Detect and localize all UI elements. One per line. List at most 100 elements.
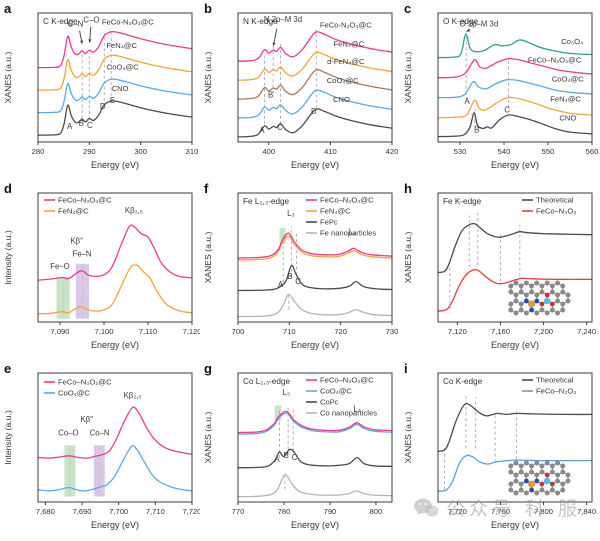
svg-text:710: 710 [283, 327, 296, 336]
svg-text:B: B [79, 119, 84, 128]
svg-text:C: C [504, 106, 510, 115]
svg-text:N K-edge: N K-edge [243, 17, 278, 26]
svg-text:Energy (eV): Energy (eV) [291, 160, 339, 170]
svg-text:FeCo–N₃O₃@C: FeCo–N₃O₃@C [58, 196, 112, 205]
svg-text:A: A [259, 126, 265, 135]
svg-text:FeCo–N₃O₃@C: FeCo–N₃O₃@C [528, 56, 582, 65]
svg-text:FePc: FePc [320, 218, 338, 227]
svg-text:290: 290 [83, 147, 96, 156]
chart-co-kbeta: Kβ″Co–O Co–N Kβ₂,₅ FeCo–N₃O₃@C CoO₄@C 7,680 7,… [3, 372, 200, 530]
svg-text:FeCo-N₃O₃@C: FeCo-N₃O₃@C [102, 17, 154, 26]
svg-text:D: D [100, 102, 106, 111]
svg-text:560: 560 [586, 147, 599, 156]
svg-text:N 2p–M 3d: N 2p–M 3d [264, 15, 302, 24]
svg-text:FeN₄@C: FeN₄@C [550, 95, 581, 104]
svg-text:B: B [268, 91, 273, 100]
svg-text:7,120: 7,120 [182, 327, 200, 336]
svg-text:CoO₄@C: CoO₄@C [107, 62, 139, 71]
svg-text:FeCo–N₃O₃@C: FeCo–N₃O₃@C [58, 378, 112, 387]
panel-c: c Co₃O₄ FeCo–N₃O₃@C CoO₄@C FeN₄@C CNO A B C O 2p… [400, 0, 600, 180]
svg-text:FeCo–N₃O₃: FeCo–N₃O₃ [536, 207, 576, 216]
svg-text:XANES (a.u.): XANES (a.u.) [3, 52, 13, 104]
panel-d: d Kβ″ Fe–O Fe–N Kβ₂,₅ FeCo–N₃O₃@C FeN₄@C 7,090… [0, 180, 200, 360]
svg-text:CNO: CNO [333, 95, 350, 104]
svg-text:Kβ₂,₅: Kβ₂,₅ [125, 206, 143, 215]
svg-text:Energy (eV): Energy (eV) [291, 340, 339, 350]
svg-text:7,100: 7,100 [94, 327, 113, 336]
panel-f: f A B C L₃ L₂ FeCo–N₃O₃@C FeN₄@C FePc Fe nanopar… [200, 180, 400, 360]
svg-text:A: A [278, 280, 284, 289]
panel-letter: h [404, 181, 412, 196]
svg-text:300: 300 [134, 147, 147, 156]
svg-text:Energy (eV): Energy (eV) [491, 520, 539, 530]
svg-text:A: A [67, 122, 73, 131]
svg-text:7,160: 7,160 [491, 327, 510, 336]
svg-text:E: E [110, 96, 115, 105]
svg-text:7,700: 7,700 [109, 507, 128, 516]
svg-text:Energy (eV): Energy (eV) [491, 160, 539, 170]
svg-text:790: 790 [324, 507, 337, 516]
svg-text:CoO₄@C: CoO₄@C [327, 76, 359, 85]
svg-text:310: 310 [186, 147, 199, 156]
svg-text:Energy (eV): Energy (eV) [291, 520, 339, 530]
svg-text:O 2p–M 3d: O 2p–M 3d [460, 20, 499, 29]
svg-text:C K-edge: C K-edge [43, 17, 78, 26]
panel-letter: d [4, 181, 12, 196]
svg-text:Kβ″: Kβ″ [81, 415, 94, 424]
svg-text:L₃: L₃ [283, 388, 291, 397]
svg-text:C: C [295, 277, 301, 286]
svg-text:7,090: 7,090 [50, 327, 69, 336]
svg-text:540: 540 [498, 147, 511, 156]
svg-text:FeN₄@C: FeN₄@C [320, 207, 351, 216]
chart-fe-kbeta: Kβ″ Fe–OFe–N Kβ₂,₅ FeCo–N₃O₃@C FeN₄@C 7,090 7,… [3, 192, 200, 350]
svg-text:Fe–N: Fe–N [72, 250, 91, 259]
panel-letter: e [4, 361, 12, 376]
svg-text:B: B [287, 272, 292, 281]
svg-text:7,110: 7,110 [139, 327, 157, 336]
svg-text:7,200: 7,200 [534, 327, 553, 336]
svg-text:Fe L₂,₃-edge: Fe L₂,₃-edge [243, 197, 290, 206]
svg-text:CoO₄@C: CoO₄@C [58, 389, 90, 398]
svg-text:7,690: 7,690 [72, 507, 91, 516]
chart-n-k-edge: FeCo-N₃O₃@C FeN₄@C d-FeN₄@C CoO₄@C CNO A B C D N … [203, 12, 399, 170]
panel-letter: g [204, 361, 212, 376]
svg-text:7,800: 7,800 [534, 507, 553, 516]
chart-c-k-edge: FeCo-N₃O₃@C FeN₄@C CoO₄@C CNO A B C DE C–N C–O C K… [3, 12, 199, 170]
svg-text:720: 720 [334, 327, 347, 336]
svg-text:Fe nanoparticles: Fe nanoparticles [320, 229, 376, 238]
svg-text:Energy (eV): Energy (eV) [491, 340, 539, 350]
svg-text:Energy (eV): Energy (eV) [91, 520, 139, 530]
svg-text:FeN₄@C: FeN₄@C [106, 41, 137, 50]
svg-text:FeN₄@C: FeN₄@C [58, 207, 89, 216]
svg-text:C: C [87, 121, 93, 130]
svg-text:Intensity (a.u.): Intensity (a.u.) [3, 410, 13, 465]
chart-o-k-edge: Co₃O₄ FeCo–N₃O₃@C CoO₄@C FeN₄@C CNO A B C O 2p–M… [403, 12, 599, 170]
panel-g: g A B C L₃ L₂ FeCo–N₃O₃@C CoO₄@C CoPc Co nanopar… [200, 360, 400, 541]
svg-text:7,710: 7,710 [146, 507, 165, 516]
svg-text:Energy (eV): Energy (eV) [91, 340, 139, 350]
svg-text:XANES (a.u.): XANES (a.u.) [203, 52, 213, 104]
svg-text:Co–O: Co–O [58, 428, 78, 437]
svg-text:L₃: L₃ [287, 209, 295, 218]
svg-text:420: 420 [386, 147, 399, 156]
svg-text:FeCo–N₃O₃@C: FeCo–N₃O₃@C [320, 376, 374, 385]
svg-text:400: 400 [262, 147, 275, 156]
svg-text:7,720: 7,720 [448, 507, 467, 516]
panel-letter: b [204, 1, 212, 16]
svg-text:FeCo–N₃O₃@C: FeCo–N₃O₃@C [320, 196, 374, 205]
svg-text:FeN₄@C: FeN₄@C [334, 39, 365, 48]
svg-text:FeCo-N₃O₃@C: FeCo-N₃O₃@C [320, 20, 372, 29]
svg-text:770: 770 [232, 507, 245, 516]
svg-text:CoO₄@C: CoO₄@C [552, 74, 584, 83]
svg-text:Kβ₂,₅: Kβ₂,₅ [124, 391, 142, 400]
svg-text:XANES (a.u.): XANES (a.u.) [403, 52, 413, 104]
svg-text:7,720: 7,720 [182, 507, 200, 516]
svg-text:XANES (a.u.): XANES (a.u.) [403, 232, 413, 284]
svg-text:B: B [474, 126, 479, 135]
svg-text:Co nanoparticles: Co nanoparticles [320, 409, 377, 418]
svg-text:Theoretical: Theoretical [536, 376, 574, 385]
panel-e: e Kβ″ Co–O Co–N Kβ₂,₅ FeCo–N₃O₃@C CoO₄@C 7,680… [0, 360, 200, 541]
svg-text:A: A [274, 455, 280, 464]
svg-text:O K-edge: O K-edge [443, 17, 478, 26]
svg-text:XANES (a.u.): XANES (a.u.) [203, 412, 213, 464]
